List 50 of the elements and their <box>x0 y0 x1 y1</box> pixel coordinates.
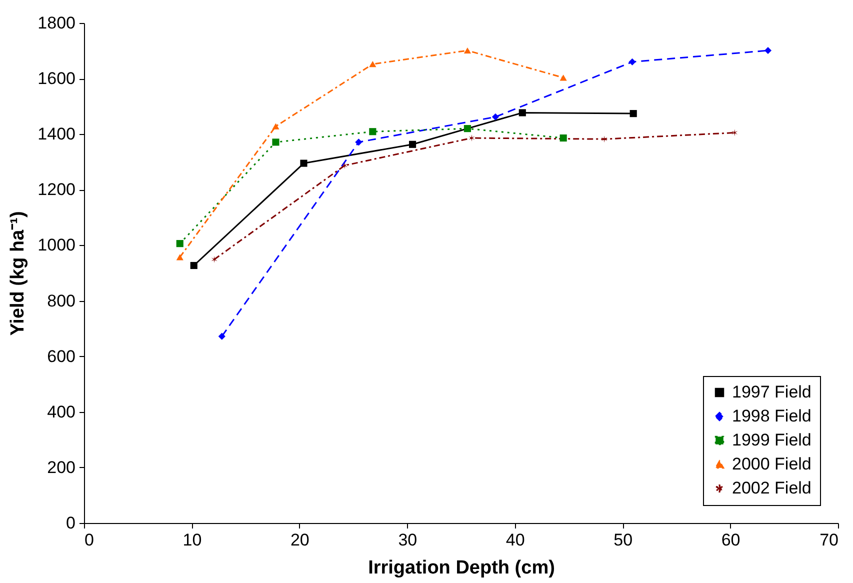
point <box>560 134 567 142</box>
y-tick-label: 600 <box>47 346 76 366</box>
point <box>176 240 184 248</box>
x-tick-label: 20 <box>290 530 310 550</box>
legend-label: 2002 Field <box>732 478 812 498</box>
point <box>408 140 416 148</box>
point <box>601 136 608 143</box>
point <box>630 110 637 118</box>
x-tick-label: 10 <box>182 530 202 550</box>
point <box>560 74 567 81</box>
point <box>355 138 362 146</box>
y-tick-label: 1200 <box>38 180 76 200</box>
legend-label: 1998 Field <box>732 406 812 426</box>
y-axis-title: Yield (kg ha⁻¹) <box>8 211 29 336</box>
point <box>218 332 226 340</box>
point <box>518 109 526 116</box>
point <box>464 125 471 132</box>
y-tick-label: 1800 <box>38 14 76 32</box>
point <box>300 160 308 167</box>
y-tick-label: 1000 <box>38 236 76 255</box>
point <box>211 256 218 263</box>
y-tick-label: 200 <box>47 458 76 477</box>
point <box>190 262 198 270</box>
y-tick-label: 400 <box>47 402 76 422</box>
x-tick-label: 70 <box>820 530 838 550</box>
point <box>732 129 738 136</box>
point <box>464 47 471 54</box>
x-axis-title: Irrigation Depth (cm) <box>368 558 555 578</box>
point <box>176 254 184 260</box>
y-tick-label: 1600 <box>38 69 76 88</box>
x-tick-label: 0 <box>84 530 94 550</box>
point <box>628 58 636 66</box>
x-tick-label: 40 <box>506 530 525 550</box>
x-tick-label: 60 <box>721 530 740 550</box>
point <box>272 138 280 146</box>
point <box>342 162 348 170</box>
legend-label: 1997 Field <box>732 382 812 402</box>
y-tick-label: 800 <box>47 291 76 310</box>
point <box>764 46 772 54</box>
point <box>369 128 376 136</box>
point <box>369 61 376 68</box>
y-tick-label: 0 <box>66 514 76 532</box>
y-tick-label: 1400 <box>38 124 76 144</box>
x-tick-label: 30 <box>398 530 418 550</box>
x-tick-label: 50 <box>614 530 633 550</box>
point <box>468 134 475 142</box>
legend-label: 1999 Field <box>732 430 812 450</box>
point <box>272 123 280 130</box>
point <box>492 113 500 120</box>
legend-label: 2000 Field <box>732 454 812 474</box>
